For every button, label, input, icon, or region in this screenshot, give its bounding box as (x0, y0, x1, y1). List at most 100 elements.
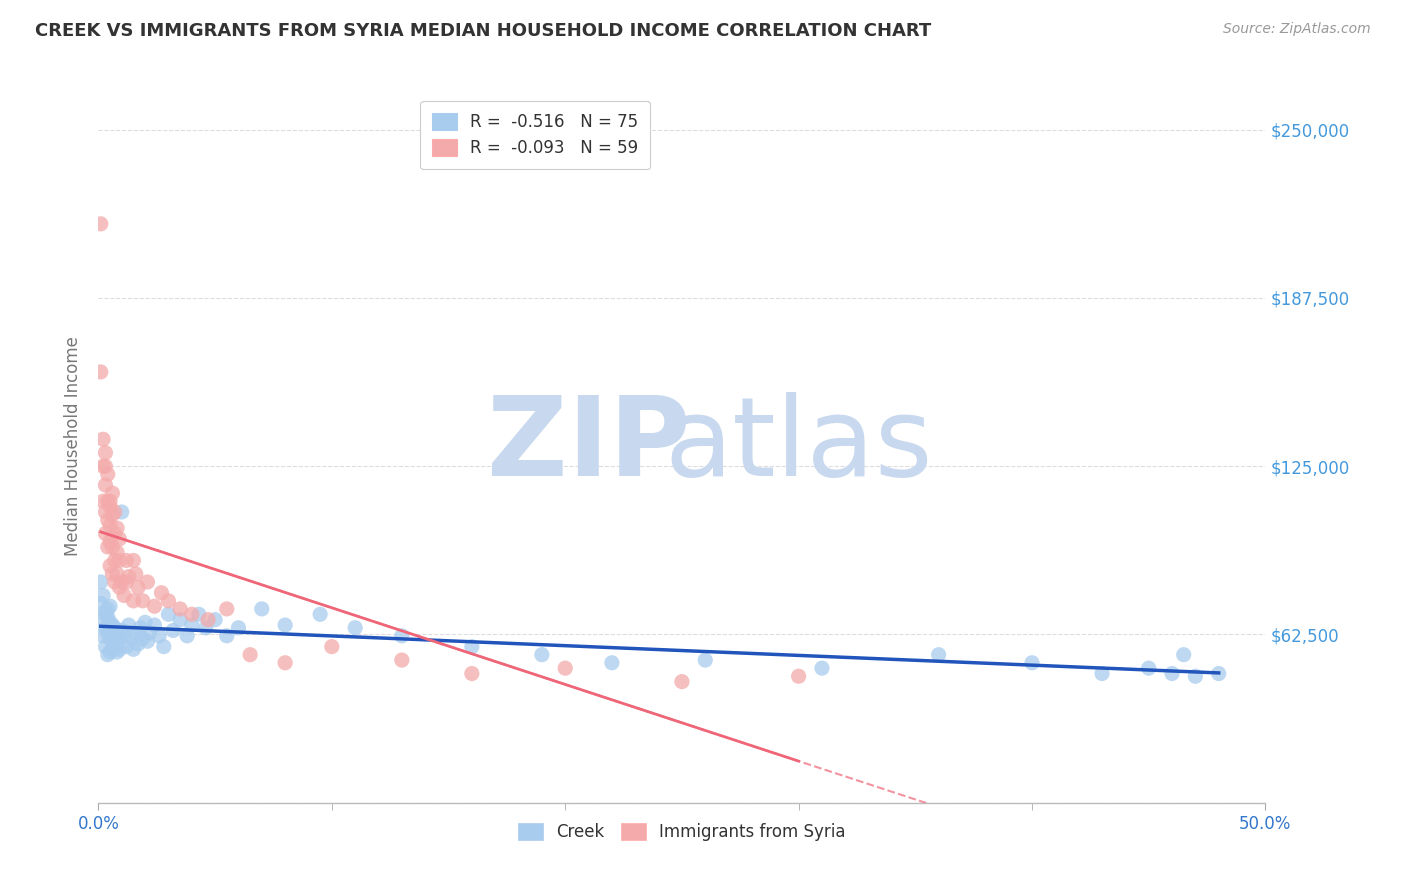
Point (105, 626, 128, 640)
Point (928, 648, 950, 662)
Point (98, 558, 121, 573)
Point (90, 597, 112, 611)
Point (134, 615, 156, 630)
Point (169, 613, 191, 627)
Point (125, 566, 148, 581)
Point (98, 624, 121, 638)
Point (112, 589, 135, 603)
Point (97, 540, 120, 554)
Point (1208, 666, 1230, 681)
Point (344, 621, 367, 635)
Text: ZIP: ZIP (486, 392, 690, 500)
Point (1184, 669, 1206, 683)
Point (101, 566, 124, 581)
Point (105, 521, 128, 535)
Point (98, 645, 121, 659)
Point (127, 580, 149, 594)
Point (122, 553, 145, 567)
Point (461, 666, 484, 681)
Point (98, 599, 121, 614)
Point (148, 629, 170, 643)
Point (108, 580, 131, 594)
Point (90, 574, 112, 589)
Point (94, 446, 117, 460)
Y-axis label: Median Household Income: Median Household Income (65, 336, 83, 556)
Point (97, 494, 120, 508)
Point (169, 602, 191, 616)
Point (105, 645, 128, 659)
Point (101, 642, 124, 657)
Point (187, 607, 209, 622)
Point (787, 669, 810, 683)
Point (97, 513, 120, 527)
Point (180, 607, 202, 622)
Point (90, 365, 112, 379)
Point (115, 553, 138, 567)
Point (150, 586, 173, 600)
Point (811, 661, 834, 675)
Point (98, 494, 121, 508)
Point (90, 217, 112, 231)
Point (101, 626, 124, 640)
Point (554, 661, 576, 675)
Text: CREEK VS IMMIGRANTS FROM SYRIA MEDIAN HOUSEHOLD INCOME CORRELATION CHART: CREEK VS IMMIGRANTS FROM SYRIA MEDIAN HO… (35, 22, 931, 40)
Point (105, 566, 128, 581)
Point (108, 532, 131, 546)
Point (309, 607, 332, 622)
Point (101, 486, 124, 500)
Point (215, 602, 238, 616)
Point (104, 505, 127, 519)
Point (1137, 661, 1160, 675)
Point (600, 656, 623, 670)
Point (97, 648, 120, 662)
Point (136, 634, 159, 648)
Point (94, 621, 117, 635)
Point (91, 629, 114, 643)
Point (91, 589, 114, 603)
Legend: Creek, Immigrants from Syria: Creek, Immigrants from Syria (512, 816, 852, 848)
Point (91, 459, 114, 474)
Point (111, 624, 134, 638)
Point (104, 621, 127, 635)
Point (122, 642, 145, 657)
Point (91, 432, 114, 446)
Text: atlas: atlas (665, 392, 932, 500)
Point (391, 629, 413, 643)
Point (180, 618, 202, 632)
Point (101, 540, 124, 554)
Point (127, 637, 149, 651)
Point (274, 618, 297, 632)
Point (321, 640, 343, 654)
Point (125, 626, 148, 640)
Point (104, 629, 127, 643)
Point (97, 626, 120, 640)
Point (104, 574, 127, 589)
Point (157, 594, 180, 608)
Point (118, 569, 141, 583)
Point (111, 574, 134, 589)
Text: Source: ZipAtlas.com: Source: ZipAtlas.com (1223, 22, 1371, 37)
Point (132, 594, 155, 608)
Point (97, 602, 120, 616)
Point (122, 594, 145, 608)
Point (143, 618, 166, 632)
Point (97, 467, 120, 482)
Point (1021, 656, 1043, 670)
Point (94, 607, 117, 622)
Point (152, 640, 174, 654)
Point (671, 674, 693, 689)
Point (162, 624, 184, 638)
Point (105, 634, 128, 648)
Point (101, 508, 124, 522)
Point (108, 632, 131, 646)
Point (139, 626, 162, 640)
Point (104, 553, 127, 567)
Point (143, 599, 166, 614)
Point (1091, 666, 1114, 681)
Point (215, 629, 238, 643)
Point (108, 642, 131, 657)
Point (94, 459, 117, 474)
Point (108, 553, 131, 567)
Point (112, 629, 135, 643)
Point (104, 640, 127, 654)
